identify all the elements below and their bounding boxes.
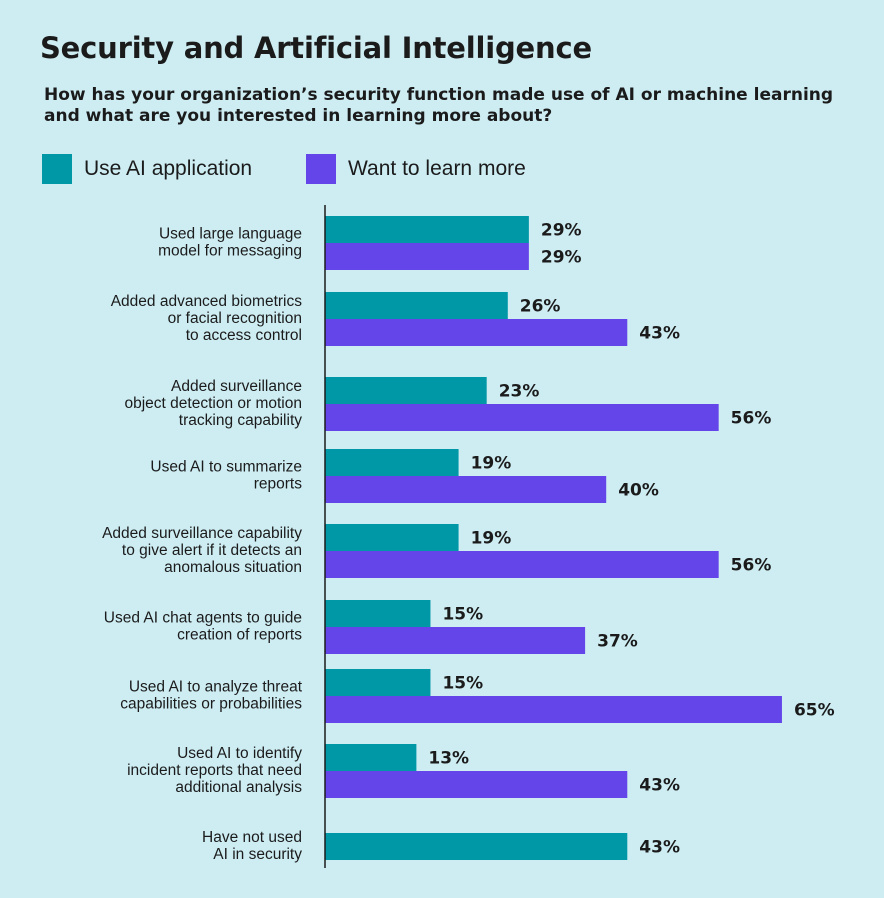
bar-learn-more: [325, 243, 529, 270]
legend-swatch-learn-more: [306, 154, 336, 184]
bar-use-ai: [325, 292, 508, 319]
category-label-line: or facial recognition: [168, 310, 302, 327]
bar-use-ai: [325, 449, 459, 476]
category-label-line: Added surveillance capability: [102, 525, 302, 542]
category-label-line: Used AI to identify: [177, 745, 302, 762]
category-label-line: additional analysis: [175, 779, 302, 796]
category-label: Added advanced biometrics or facial recog…: [111, 293, 303, 344]
bar-learn-more: [325, 319, 628, 346]
value-label: 19%: [471, 454, 512, 474]
legend-swatch-use-ai: [42, 154, 72, 184]
chart-subtitle: How has your organization’s security fun…: [44, 85, 834, 126]
category-label-line: Added surveillance: [171, 378, 302, 395]
bar-learn-more: [325, 627, 586, 654]
category-label: Used AI to identify incident reports that…: [127, 745, 302, 796]
value-label: 29%: [541, 221, 582, 241]
bar-use-ai: [325, 600, 431, 627]
legend-item-use-ai: Use AI application: [42, 154, 252, 184]
bar-use-ai: [325, 216, 529, 243]
bar-learn-more: [325, 404, 719, 431]
category-label-line: Used AI chat agents to guide: [104, 610, 302, 627]
chart-title: Security and Artificial Intelligence: [40, 31, 592, 65]
category-label: Used AI to summarize reports: [150, 459, 302, 493]
bar-use-ai: [325, 669, 431, 696]
category-label-line: Added advanced biometrics: [111, 293, 303, 310]
category-label-line: anomalous situation: [164, 559, 302, 576]
bar-learn-more: [325, 551, 719, 578]
bar-use-ai: [325, 833, 628, 860]
category-label: Added surveillance capability to give ale…: [102, 525, 302, 576]
bar-use-ai: [325, 524, 459, 551]
value-label: 23%: [499, 382, 540, 402]
category-label-line: model for messaging: [158, 243, 302, 260]
value-label: 19%: [471, 529, 512, 549]
value-label: 56%: [731, 556, 772, 576]
value-label: 43%: [639, 838, 680, 858]
category-label-line: AI in security: [213, 846, 302, 863]
category-label: Used large language model for messaging: [158, 226, 302, 260]
bar-use-ai: [325, 377, 487, 404]
bar-use-ai: [325, 744, 417, 771]
category-label-line: Used AI to analyze threat: [129, 679, 303, 696]
value-label: 29%: [541, 248, 582, 268]
category-label-line: reports: [254, 476, 302, 493]
value-label: 43%: [639, 776, 680, 796]
category-label: Have not used AI in security: [202, 829, 302, 863]
value-label: 13%: [428, 749, 469, 769]
category-label-line: incident reports that need: [127, 762, 302, 779]
category-label-line: tracking capability: [179, 412, 302, 429]
category-label-line: to access control: [186, 327, 302, 344]
legend-item-learn-more: Want to learn more: [306, 154, 526, 184]
category-label-line: Have not used: [202, 829, 302, 846]
value-label: 15%: [442, 674, 483, 694]
bar-learn-more: [325, 696, 782, 723]
legend-label-learn-more: Want to learn more: [348, 157, 526, 180]
bar-learn-more: [325, 476, 607, 503]
value-label: 65%: [794, 701, 835, 721]
legend-label-use-ai: Use AI application: [84, 157, 253, 180]
category-label-line: Used AI to summarize: [150, 459, 302, 476]
category-label-line: capabilities or probabilities: [120, 696, 302, 713]
value-label: 37%: [597, 632, 638, 652]
value-label: 56%: [731, 409, 772, 429]
category-label: Used AI chat agents to guide creation of …: [104, 610, 302, 644]
category-label-line: object detection or motion: [125, 395, 303, 412]
value-label: 15%: [442, 605, 483, 625]
value-label: 26%: [520, 297, 561, 317]
category-label-line: to give alert if it detects an: [122, 542, 302, 559]
category-label-line: Used large language: [159, 226, 302, 243]
category-label: Added surveillance object detection or mo…: [125, 378, 303, 429]
value-label: 40%: [618, 481, 659, 501]
category-label: Used AI to analyze threat capabilities or…: [120, 679, 302, 713]
category-label-line: creation of reports: [177, 627, 302, 644]
bar-learn-more: [325, 771, 628, 798]
value-label: 43%: [639, 324, 680, 344]
